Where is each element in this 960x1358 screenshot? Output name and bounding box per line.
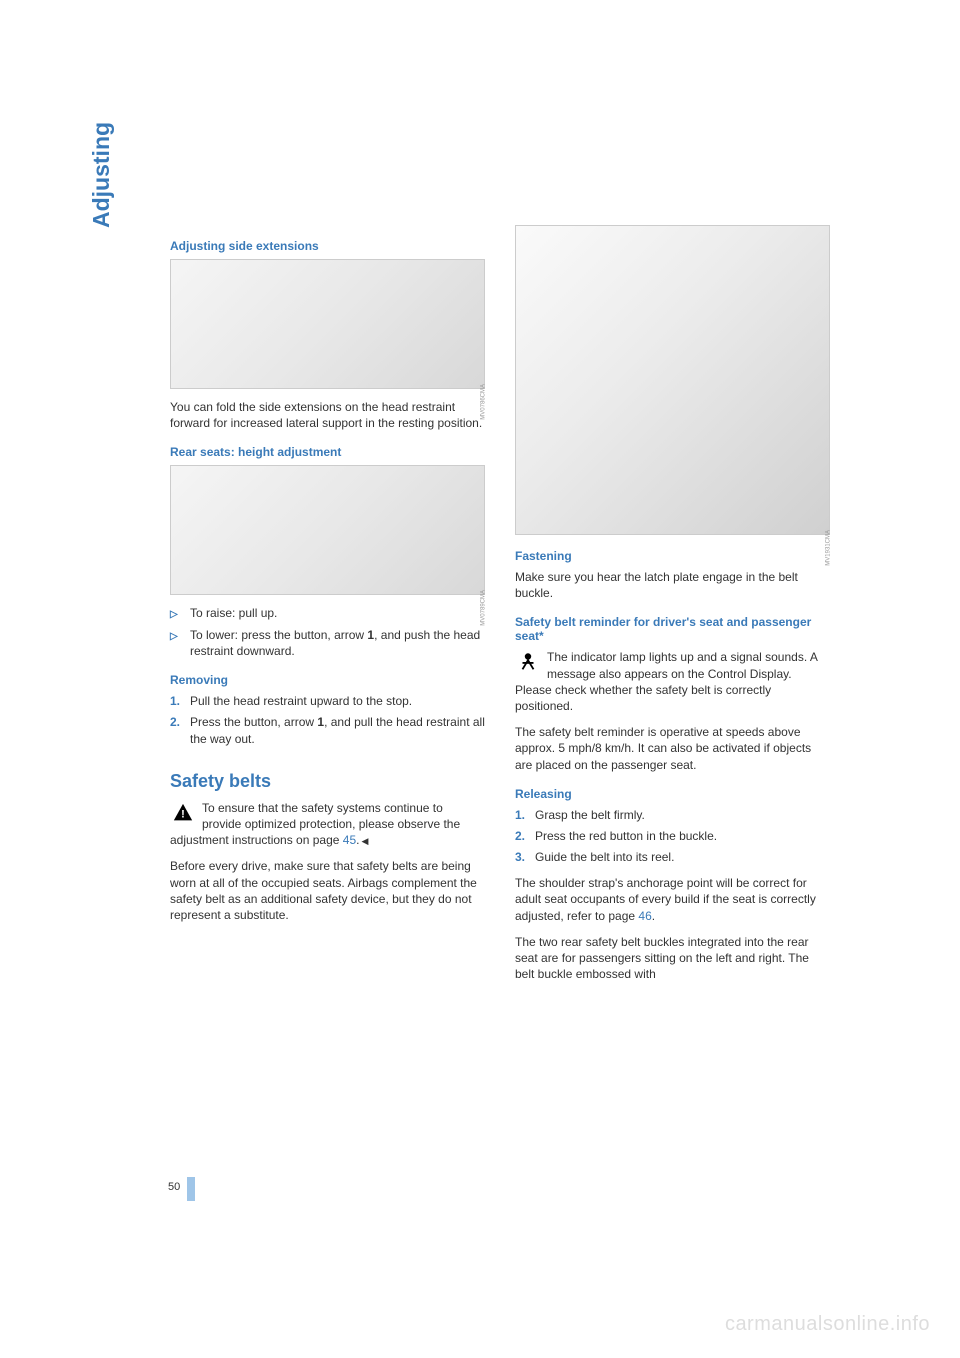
heading-belt-reminder: Safety belt reminder for driver's seat a… [515,615,830,643]
page-link[interactable]: 45 [343,833,356,847]
paragraph: The shoulder strap's anchorage point wil… [515,875,830,924]
text-a: The shoulder strap's anchorage point wil… [515,876,816,922]
list-item: 3. Guide the belt into its reel. [515,849,830,865]
paragraph: The safety belt reminder is operative at… [515,724,830,773]
page-number: 50 [168,1181,180,1193]
page-number-bar [187,1177,195,1201]
paragraph: The two rear safety belt buckles integra… [515,934,830,983]
warning-icon: ! [170,800,196,826]
figure-side-extensions: MV0786CMA [170,259,485,389]
heading-side-extensions: Adjusting side extensions [170,239,485,253]
content-columns: Adjusting side extensions MV0786CMA You … [170,225,830,992]
paragraph: Make sure you hear the latch plate engag… [515,569,830,601]
step-number: 1. [170,693,190,709]
right-column: MV1931CMA Fastening Make sure you hear t… [515,225,830,992]
list-item: 1. Grasp the belt firmly. [515,807,830,823]
figure-seatbelt: MV1931CMA [515,225,830,535]
list-text: Grasp the belt firmly. [535,807,830,823]
left-column: Adjusting side extensions MV0786CMA You … [170,225,485,992]
figure-rear-seats: MV0789CMA [170,465,485,595]
warning-text-a: To ensure that the safety systems contin… [170,801,460,847]
list-item: To raise: pull up. [170,605,485,622]
list-text: Press the red button in the buckle. [535,828,830,844]
heading-safety-belts: Safety belts [170,771,485,792]
watermark: carmanualsonline.info [725,1313,930,1336]
figure-id: MV0789CMA [481,590,487,626]
step-number: 1. [515,807,535,823]
text-b: . [652,909,655,923]
manual-page: Adjusting Adjusting side extensions MV07… [0,0,960,992]
step-number: 2. [515,828,535,844]
numbered-list: 1. Pull the head restraint upward to the… [170,693,485,747]
triangle-bullet-icon [170,627,190,644]
triangle-bullet-icon [170,605,190,622]
list-item: 2. Press the button, arrow 1, and pull t… [170,714,485,746]
list-text: To lower: press the button, arrow 1, and… [190,627,485,659]
list-item: To lower: press the button, arrow 1, and… [170,627,485,659]
seatbelt-indicator-icon [515,649,541,675]
step-number: 3. [515,849,535,865]
warning-paragraph: ! To ensure that the safety systems cont… [170,800,485,849]
list-text: Press the button, arrow 1, and pull the … [190,714,485,746]
step-number: 2. [170,714,190,730]
paragraph: You can fold the side extensions on the … [170,399,485,431]
indicator-text: The indicator lamp lights up and a signa… [515,650,817,713]
figure-id: MV0786CMA [481,384,487,420]
list-text: Pull the head restraint upward to the st… [190,693,485,709]
heading-removing: Removing [170,673,485,687]
list-text: Guide the belt into its reel. [535,849,830,865]
list-text: To raise: pull up. [190,605,485,621]
figure-id: MV1931CMA [826,530,832,566]
list-item: 2. Press the red button in the buckle. [515,828,830,844]
svg-text:!: ! [181,808,185,820]
paragraph: Before every drive, make sure that safet… [170,858,485,923]
bullet-list: To raise: pull up. To lower: press the b… [170,605,485,659]
section-tab: Adjusting [88,122,115,228]
section-tab-label: Adjusting [88,122,114,228]
page-link[interactable]: 46 [638,909,651,923]
warning-text-b: . [356,833,368,847]
list-item: 1. Pull the head restraint upward to the… [170,693,485,709]
indicator-paragraph: The indicator lamp lights up and a signa… [515,649,830,714]
heading-fastening: Fastening [515,549,830,563]
heading-rear-seats: Rear seats: height adjustment [170,445,485,459]
numbered-list: 1. Grasp the belt firmly. 2. Press the r… [515,807,830,866]
heading-releasing: Releasing [515,787,830,801]
